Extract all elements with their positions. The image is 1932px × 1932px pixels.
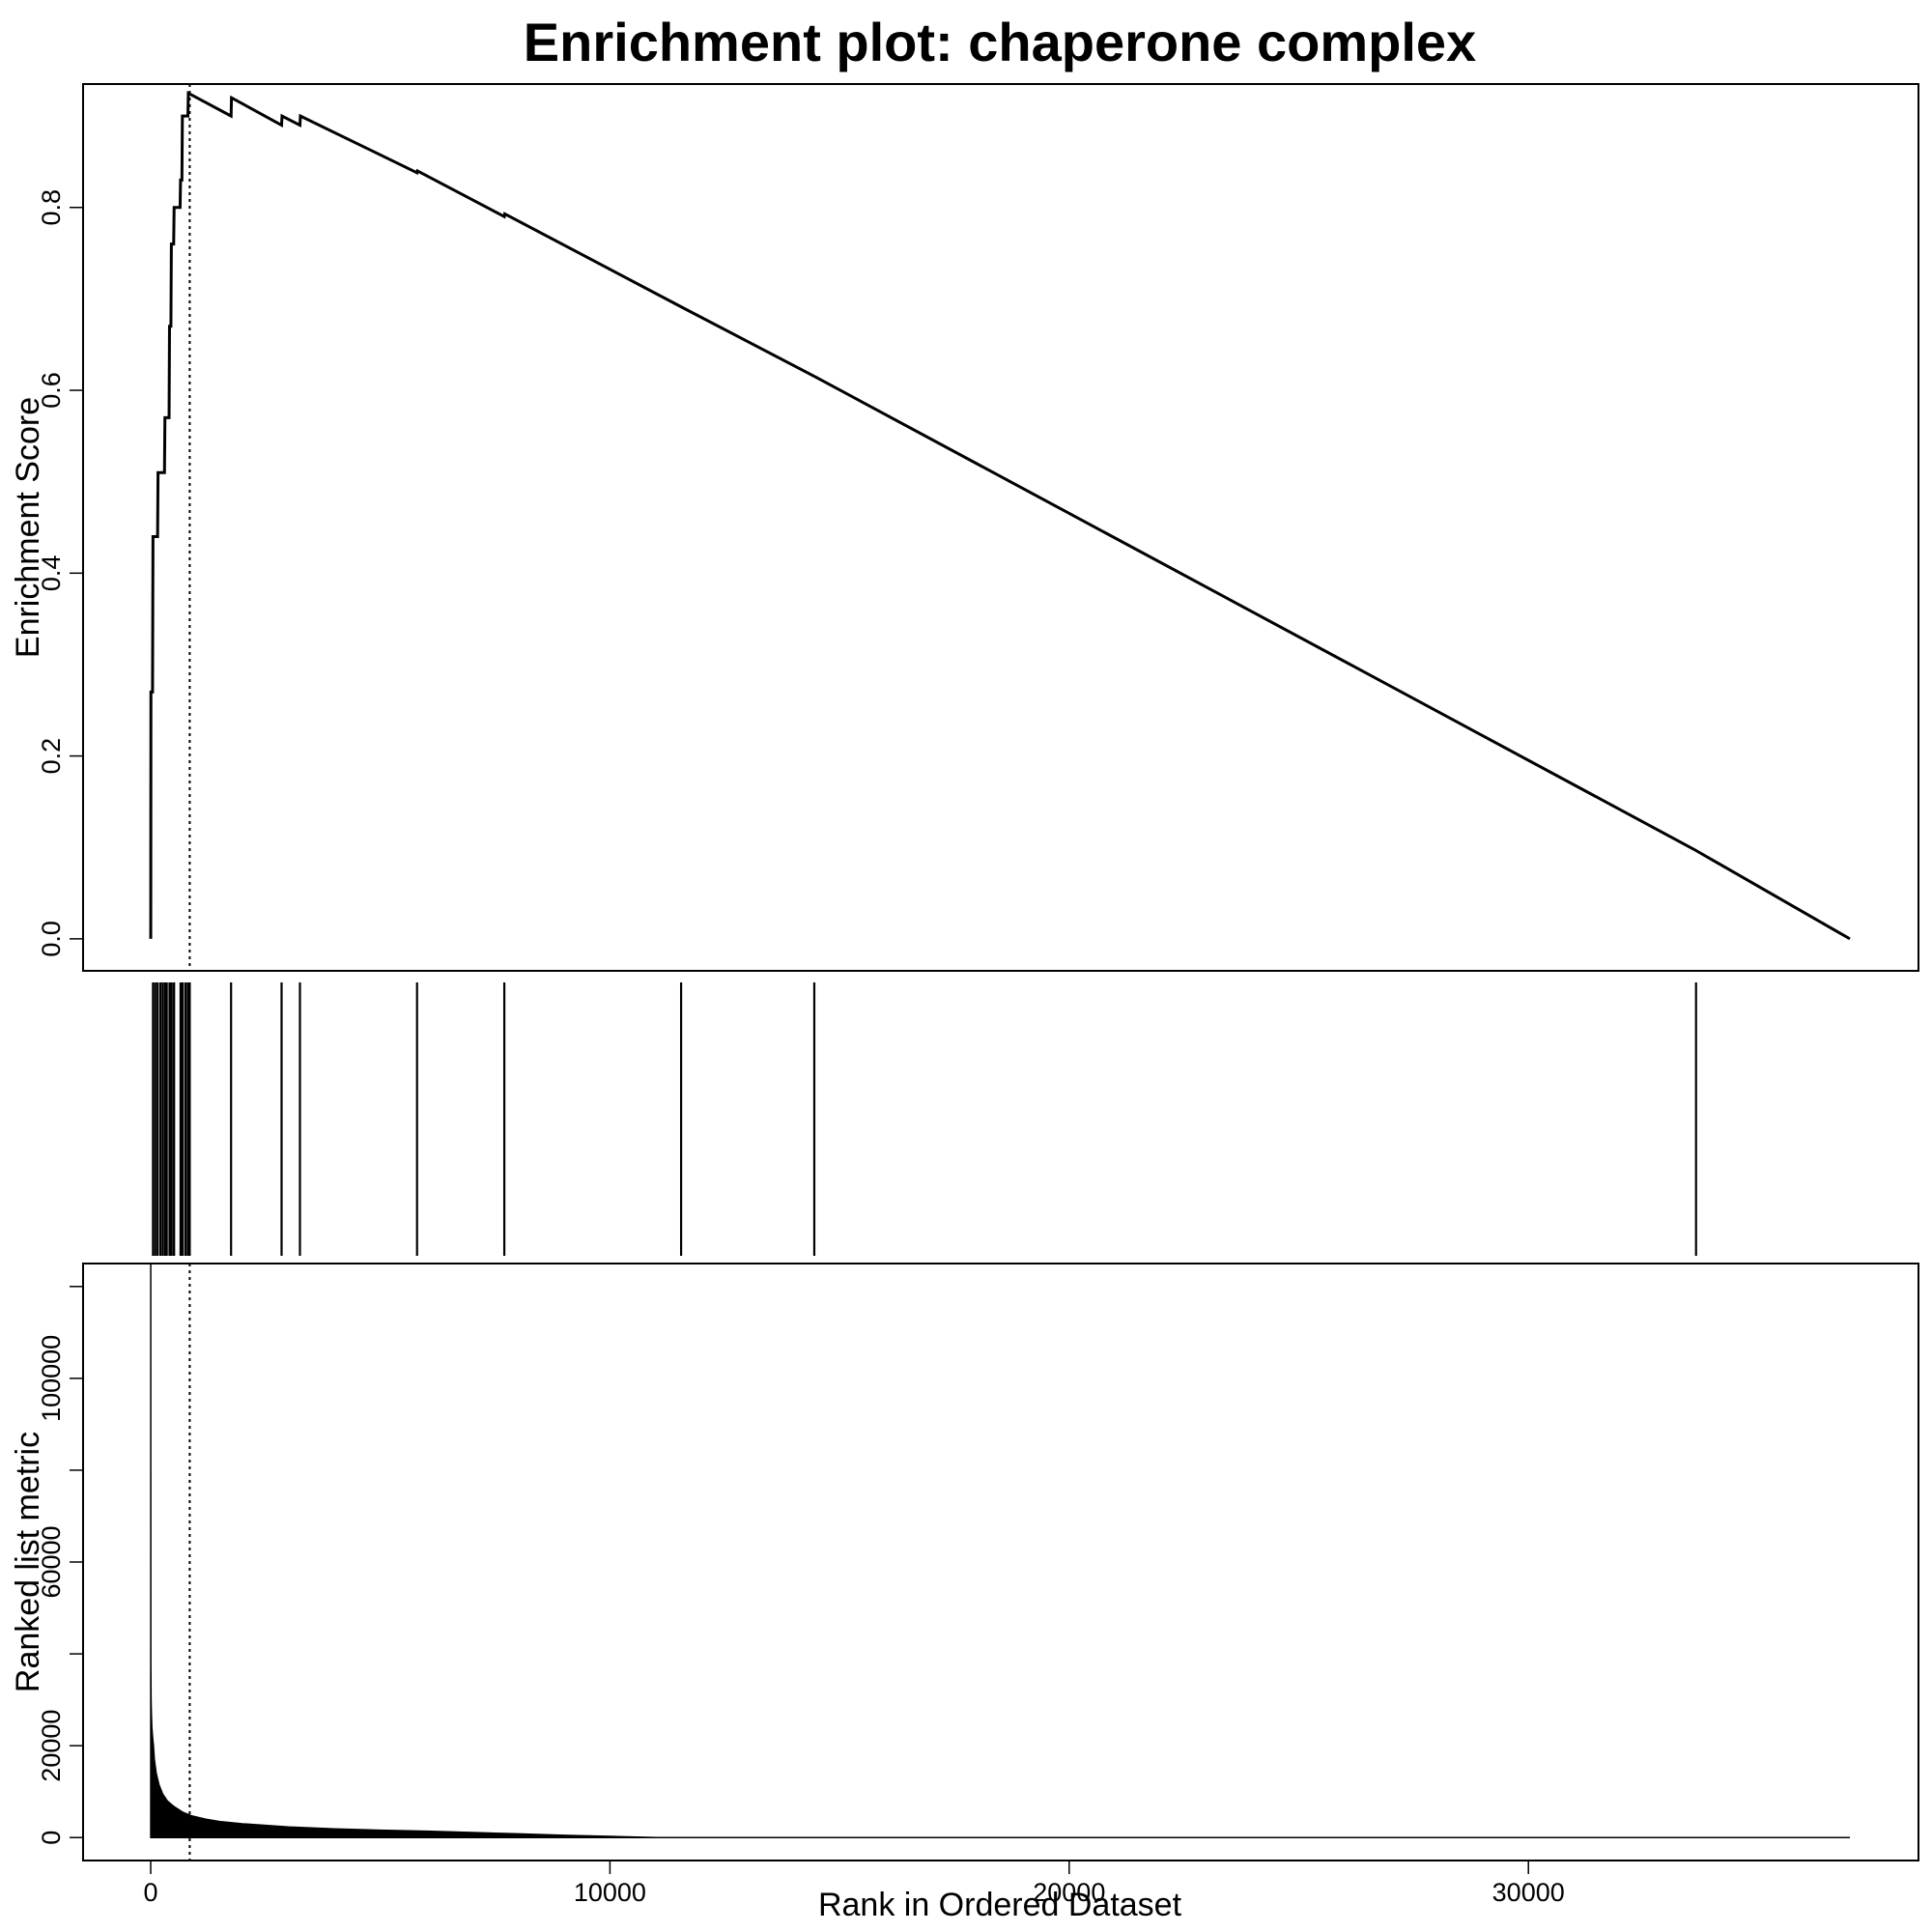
es-y-tick-label: 0.8	[37, 189, 66, 226]
ranked-metric-panel: 0 20000 60000 100000 Ranked list metric	[10, 1263, 1919, 1861]
ranked-metric-y-axis: 0 20000 60000 100000	[37, 1286, 83, 1845]
es-y-tick-label: 0.6	[37, 372, 66, 409]
es-y-tick-label: 0.0	[37, 921, 66, 957]
x-tick-label: 30000	[1492, 1878, 1565, 1907]
enrichment-score-y-axis: 0.0 0.2 0.4 0.6 0.8	[37, 189, 83, 957]
x-tick-label: 10000	[574, 1878, 646, 1907]
ranked-metric-area	[150, 1263, 1850, 1838]
es-y-tick-label: 0.4	[37, 555, 66, 592]
ranked-metric-y-axis-title: Ranked list metric	[10, 1432, 46, 1692]
es-y-tick-label: 0.2	[37, 738, 66, 775]
metric-y-tick-label: 60000	[37, 1525, 66, 1598]
enrichment-score-line	[149, 90, 1851, 941]
chart-title: Enrichment plot: chaperone complex	[524, 12, 1476, 72]
enrichment-score-plot-frame	[82, 83, 1919, 972]
metric-y-tick-label: 0	[37, 1831, 66, 1845]
gene-hits-panel	[152, 982, 1697, 1256]
enrichment-score-y-axis-title: Enrichment Score	[10, 397, 46, 658]
x-tick-label: 0	[143, 1878, 157, 1907]
x-tick-label: 20000	[1033, 1878, 1105, 1907]
metric-y-tick-label: 20000	[37, 1710, 66, 1782]
ranked-metric-plot-frame	[82, 1263, 1919, 1861]
x-axis: 0 10000 20000 30000	[143, 1861, 1565, 1907]
metric-y-tick-label: 100000	[37, 1335, 66, 1422]
enrichment-score-panel: 0.0 0.2 0.4 0.6 0.8 Enrichment Score	[10, 83, 1919, 972]
x-axis-title: Rank in Ordered Dataset	[818, 1887, 1182, 1923]
